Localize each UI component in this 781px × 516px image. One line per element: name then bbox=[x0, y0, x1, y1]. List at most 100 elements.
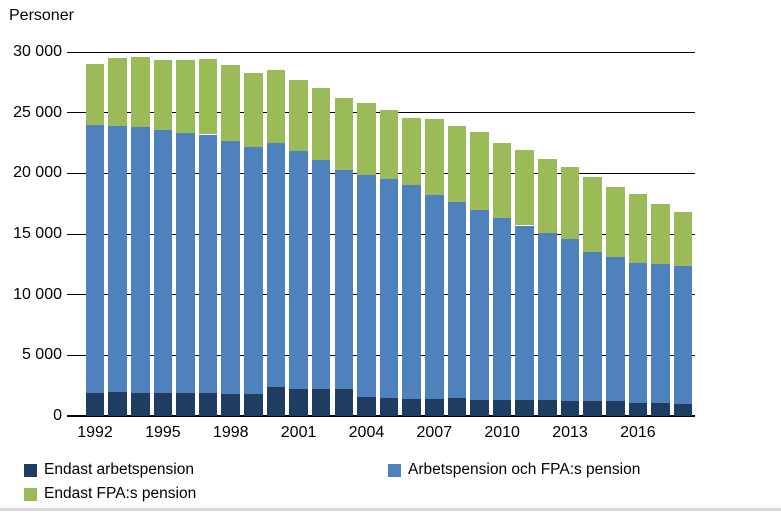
bar-2000-endast-fpa bbox=[266, 70, 286, 143]
bar-2010-endast-fpa bbox=[492, 143, 512, 219]
bar-1993-arbetspension-och-fpa bbox=[108, 126, 127, 392]
bar-2015-endast-fpa bbox=[605, 186, 625, 258]
bar-2017-arbetspension-och-fpa bbox=[651, 264, 670, 403]
bar-2007-endast-fpa bbox=[425, 118, 444, 196]
bar-2001-endast-fpa bbox=[289, 79, 308, 152]
bar-2018-endast-fpa bbox=[673, 212, 693, 266]
bar-1994-endast-arbetspension bbox=[130, 392, 150, 416]
bar-1995-endast-fpa bbox=[153, 60, 173, 130]
gridline-30000 bbox=[67, 51, 695, 53]
bar-1998-endast-arbetspension bbox=[221, 394, 240, 416]
bar-2010-arbetspension-och-fpa bbox=[492, 218, 512, 401]
x-tick-label-1995: 1995 bbox=[145, 424, 181, 441]
bar-2005-endast-fpa bbox=[379, 110, 399, 180]
bar-1993-endast-arbetspension bbox=[108, 391, 127, 416]
bar-2013-arbetspension-och-fpa bbox=[560, 238, 580, 402]
y-tick-label-5000: 5 000 bbox=[21, 346, 62, 364]
bar-2008-endast-fpa bbox=[447, 126, 467, 203]
legend-label: Endast arbetspension bbox=[44, 461, 194, 478]
bar-1994-endast-fpa bbox=[130, 56, 150, 128]
bar-2002-endast-fpa bbox=[311, 88, 331, 160]
bar-1994-arbetspension-och-fpa bbox=[130, 127, 150, 393]
bar-2012-endast-fpa bbox=[538, 158, 557, 233]
bar-2008-arbetspension-och-fpa bbox=[447, 202, 467, 398]
bar-2000-endast-arbetspension bbox=[266, 386, 286, 416]
legend-swatch-arbetspension-och-fpa bbox=[388, 463, 401, 477]
bar-2003-arbetspension-och-fpa bbox=[334, 169, 354, 390]
bar-1996-endast-fpa bbox=[176, 60, 195, 134]
legend-swatch-endast-fpa bbox=[24, 487, 37, 501]
bar-2004-endast-arbetspension bbox=[357, 396, 376, 416]
bar-2016-endast-fpa bbox=[628, 193, 648, 264]
bar-1997-endast-arbetspension bbox=[198, 392, 218, 416]
bar-1992-arbetspension-och-fpa bbox=[85, 124, 105, 393]
bar-2009-endast-fpa bbox=[470, 132, 489, 210]
legend-item-arbetspension-och-fpa: Arbetspension och FPA:s pension bbox=[388, 461, 640, 479]
bar-2011-arbetspension-och-fpa bbox=[515, 225, 535, 401]
bar-2005-arbetspension-och-fpa bbox=[379, 179, 399, 398]
bar-1999-arbetspension-och-fpa bbox=[244, 146, 263, 395]
bar-1993-endast-fpa bbox=[108, 58, 127, 126]
bar-2009-arbetspension-och-fpa bbox=[470, 209, 489, 401]
bar-2001-arbetspension-och-fpa bbox=[289, 151, 308, 390]
bar-1996-arbetspension-och-fpa bbox=[176, 133, 195, 393]
bar-2005-endast-arbetspension bbox=[379, 397, 399, 416]
legend-item-endast-fpa: Endast FPA:s pension bbox=[24, 485, 196, 503]
bar-2006-endast-fpa bbox=[402, 117, 421, 186]
bar-2000-arbetspension-och-fpa bbox=[266, 143, 286, 387]
bar-1995-endast-arbetspension bbox=[153, 392, 173, 416]
bar-2007-endast-arbetspension bbox=[425, 399, 444, 416]
bar-2002-endast-arbetspension bbox=[311, 389, 331, 416]
bar-2003-endast-fpa bbox=[334, 98, 354, 170]
bar-2009-endast-arbetspension bbox=[470, 400, 489, 416]
window-bottom-border bbox=[0, 508, 781, 511]
bar-2006-endast-arbetspension bbox=[402, 399, 421, 416]
bar-1998-endast-fpa bbox=[221, 65, 240, 141]
bar-1992-endast-arbetspension bbox=[85, 392, 105, 416]
bar-2011-endast-fpa bbox=[515, 150, 535, 226]
y-tick-label-15000: 15 000 bbox=[13, 225, 62, 242]
bar-1995-arbetspension-och-fpa bbox=[153, 129, 173, 393]
legend-label: Arbetspension och FPA:s pension bbox=[408, 461, 641, 478]
bar-2016-endast-arbetspension bbox=[628, 402, 648, 416]
bar-2015-endast-arbetspension bbox=[605, 401, 625, 416]
bar-2018-arbetspension-och-fpa bbox=[673, 265, 693, 404]
x-tick-label-2013: 2013 bbox=[552, 424, 588, 441]
legend-swatch-endast-arbetspension bbox=[24, 463, 37, 477]
bar-1997-endast-fpa bbox=[198, 59, 218, 135]
bar-2006-arbetspension-och-fpa bbox=[402, 185, 421, 399]
y-axis-title: Personer bbox=[9, 7, 74, 24]
x-tick-label-2007: 2007 bbox=[416, 424, 453, 441]
x-tick-label-1992: 1992 bbox=[77, 424, 113, 441]
bar-2002-arbetspension-och-fpa bbox=[311, 159, 331, 390]
bar-1992-endast-fpa bbox=[85, 64, 105, 125]
bar-2015-arbetspension-och-fpa bbox=[605, 257, 625, 402]
bar-1999-endast-arbetspension bbox=[244, 394, 263, 416]
bar-2007-arbetspension-och-fpa bbox=[425, 195, 444, 399]
y-tick-label-10000: 10 000 bbox=[13, 285, 62, 303]
x-tick-label-2004: 2004 bbox=[348, 424, 385, 441]
x-axis-line bbox=[67, 415, 695, 417]
bar-2014-endast-arbetspension bbox=[583, 401, 602, 416]
bar-1999-endast-fpa bbox=[244, 72, 263, 147]
bar-2001-endast-arbetspension bbox=[289, 389, 308, 416]
bar-2014-endast-fpa bbox=[583, 176, 602, 253]
bar-2012-arbetspension-och-fpa bbox=[538, 232, 557, 401]
x-tick-label-2016: 2016 bbox=[620, 424, 656, 441]
bar-1998-arbetspension-och-fpa bbox=[221, 140, 240, 395]
bar-2017-endast-fpa bbox=[651, 203, 670, 265]
bar-2004-endast-fpa bbox=[357, 102, 376, 175]
bar-2013-endast-arbetspension bbox=[560, 401, 580, 416]
bar-2013-endast-fpa bbox=[560, 167, 580, 239]
bar-2014-arbetspension-och-fpa bbox=[583, 252, 602, 402]
y-tick-label-20000: 20 000 bbox=[13, 164, 62, 182]
bar-2008-endast-arbetspension bbox=[447, 397, 467, 416]
y-tick-label-0: 0 bbox=[53, 407, 62, 424]
bar-2011-endast-arbetspension bbox=[515, 400, 535, 416]
y-tick-label-30000: 30 000 bbox=[13, 43, 62, 60]
bar-2016-arbetspension-och-fpa bbox=[628, 263, 648, 403]
x-tick-label-2010: 2010 bbox=[484, 424, 520, 441]
x-tick-label-2001: 2001 bbox=[280, 424, 317, 441]
bar-2018-endast-arbetspension bbox=[673, 403, 693, 416]
